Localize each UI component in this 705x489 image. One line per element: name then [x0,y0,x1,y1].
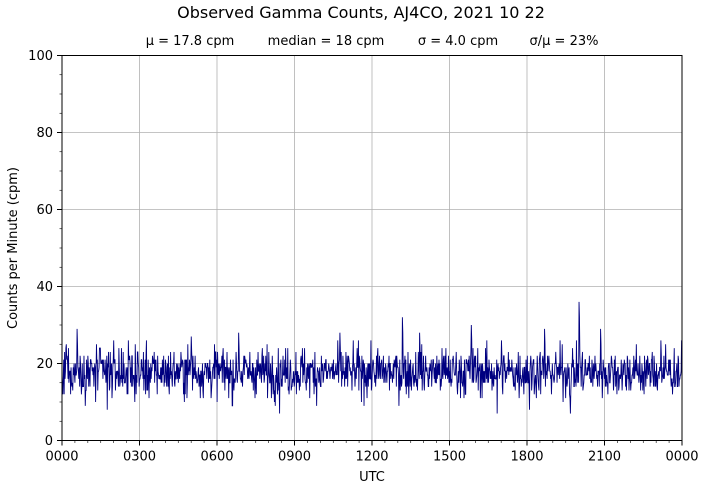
series-group [61,301,683,414]
x-tick-label: 0600 [200,450,233,465]
grid [62,55,682,441]
chart-title: Observed Gamma Counts, AJ4CO, 2021 10 22 [177,3,545,22]
x-tick-label: 0300 [123,450,156,465]
count-series-line [61,301,683,414]
x-axis-label: UTC [359,470,385,485]
stat-ratio: σ/μ = 23% [530,34,599,49]
y-tick-label: 0 [45,434,53,449]
x-tick-label: 1200 [355,450,388,465]
y-tick-label: 20 [36,357,53,372]
y-axis-label: Counts per Minute (cpm) [6,167,21,329]
y-tick-label: 40 [36,280,53,295]
y-tick-label: 100 [28,49,53,64]
x-tick-label: 1500 [433,450,466,465]
x-tick-label: 0900 [278,450,311,465]
stat-mean: μ = 17.8 cpm [146,34,235,49]
x-tick-label: 1800 [510,450,543,465]
x-tick-label: 0000 [45,450,78,465]
x-tick-label: 2100 [588,450,621,465]
stat-median: median = 18 cpm [268,34,385,49]
y-axis: 0 20 40 60 80 100 [28,49,62,449]
x-axis: 0000 0300 0600 0900 1200 1500 1800 2100 0000 [45,440,699,465]
y-tick-label: 80 [36,126,53,141]
y-tick-label: 60 [36,203,53,218]
x-tick-label: 0000 [665,450,698,465]
stat-sigma: σ = 4.0 cpm [418,34,498,49]
